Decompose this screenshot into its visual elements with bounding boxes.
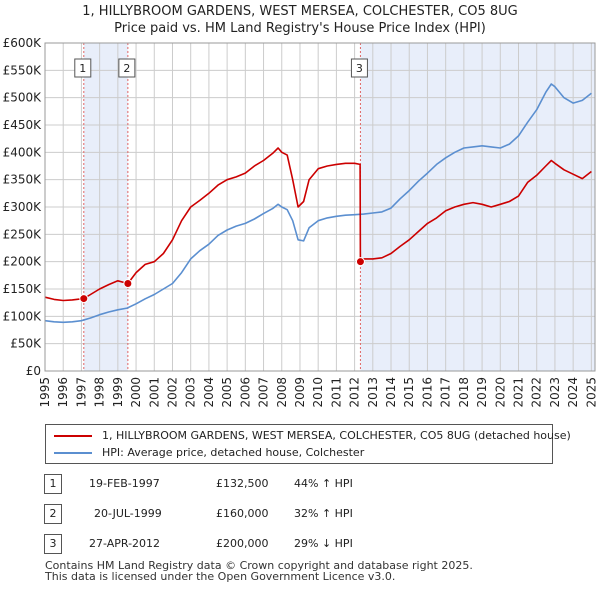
- sale-hpi-change: 29% ↓ HPI: [294, 537, 353, 550]
- y-tick-label: £300K: [3, 200, 43, 214]
- x-tick-label: 2023: [548, 377, 562, 408]
- y-tick-label: £50K: [10, 337, 42, 351]
- y-tick-label: £550K: [3, 63, 43, 77]
- sale-date: 19-FEB-1997: [89, 477, 160, 490]
- x-tick-label: 2001: [147, 377, 161, 408]
- sale-marker: 1: [74, 58, 92, 78]
- chart-title: 1, HILLYBROOM GARDENS, WEST MERSEA, COLC…: [82, 4, 518, 19]
- hpi-line: [44, 83, 592, 324]
- x-tick-label: 2002: [165, 377, 179, 408]
- sale-point: [355, 257, 365, 267]
- y-tick-label: £600K: [3, 36, 43, 50]
- property-price-line: [44, 147, 592, 302]
- x-tick-label: 2016: [420, 377, 434, 408]
- x-tick-label: 2021: [512, 377, 526, 408]
- x-tick-label: 2009: [293, 377, 307, 408]
- x-tick-label: 2003: [184, 377, 198, 408]
- x-tick-label: 1999: [111, 377, 125, 408]
- table-row: 2 20-JUL-1999 £160,000 32% ↑ HPI: [44, 504, 424, 524]
- sale-marker: 2: [118, 58, 136, 78]
- sale-hpi-change: 32% ↑ HPI: [294, 507, 353, 520]
- x-tick-label: 2019: [475, 377, 489, 408]
- x-tick-label: 2017: [439, 377, 453, 408]
- sale-price: £132,500: [216, 477, 269, 490]
- x-tick-label: 1998: [93, 377, 107, 408]
- legend: 1, HILLYBROOM GARDENS, WEST MERSEA, COLC…: [45, 424, 571, 464]
- x-tick-label: 2006: [238, 377, 252, 408]
- sale-price: £160,000: [216, 507, 269, 520]
- sale-marker-label: 2: [123, 62, 130, 75]
- table-row: 3 27-APR-2012 £200,000 29% ↓ HPI: [44, 534, 424, 554]
- sale-number-badge: 3: [44, 534, 62, 554]
- x-tick-label: 2014: [384, 377, 398, 408]
- x-tick-label: 2020: [493, 377, 507, 408]
- y-tick-label: £0: [26, 364, 41, 378]
- x-tick-label: 2018: [457, 377, 471, 408]
- y-tick-label: £400K: [3, 145, 43, 159]
- x-tick-label: 2005: [220, 377, 234, 408]
- chart-title-block: 1, HILLYBROOM GARDENS, WEST MERSEA, COLC…: [0, 3, 600, 37]
- y-tick-label: £450K: [3, 118, 43, 132]
- legend-label-property: 1, HILLYBROOM GARDENS, WEST MERSEA, COLC…: [102, 429, 571, 442]
- y-tick-label: £150K: [3, 282, 43, 296]
- sale-price: £200,000: [216, 537, 269, 550]
- x-tick-label: 2011: [329, 377, 343, 408]
- x-tick-label: 2008: [275, 377, 289, 408]
- x-tick-label: 2010: [311, 377, 325, 408]
- sale-date: 27-APR-2012: [89, 537, 161, 550]
- x-tick-label: 2024: [566, 377, 580, 408]
- legend-swatch-hpi: [54, 452, 92, 454]
- legend-label-hpi: HPI: Average price, detached house, Colc…: [102, 446, 365, 459]
- sale-number-badge: 2: [44, 504, 62, 524]
- y-tick-label: £250K: [3, 227, 43, 241]
- x-tick-label: 2000: [129, 377, 143, 408]
- x-tick-label: 2013: [366, 377, 380, 408]
- footer: Contains HM Land Registry data © Crown c…: [45, 560, 473, 582]
- y-tick-label: £350K: [3, 173, 43, 187]
- sale-marker: 3: [350, 58, 368, 78]
- x-tick-label: 2012: [348, 377, 362, 408]
- chart-subtitle: Price paid vs. HM Land Registry's House …: [114, 21, 486, 36]
- x-tick-label: 1997: [74, 377, 88, 408]
- y-tick-label: £100K: [3, 309, 43, 323]
- sale-marker-box: [350, 58, 368, 78]
- x-tick-label: 2025: [584, 377, 598, 408]
- y-tick-label: £500K: [3, 91, 43, 105]
- sale-point: [79, 294, 89, 304]
- sale-marker-box: [118, 58, 136, 78]
- price-chart: £0 £50K £100K £150K £200K £250K £300K £350K £400…: [3, 36, 599, 408]
- sale-number-badge: 1: [44, 474, 62, 494]
- y-tick-label: £200K: [3, 255, 43, 269]
- sale-date: 20-JUL-1999: [94, 507, 162, 520]
- sale-point: [123, 279, 133, 289]
- sale-marker-label: 3: [356, 62, 363, 75]
- sale-marker-box: [74, 58, 92, 78]
- footer-copyright: Contains HM Land Registry data © Crown c…: [45, 559, 473, 572]
- sale-marker-label: 1: [79, 62, 86, 75]
- x-tick-label: 1996: [56, 377, 70, 408]
- x-tick-label: 2022: [530, 377, 544, 408]
- plot-border: [44, 42, 596, 372]
- x-tick-label: 2007: [257, 377, 271, 408]
- x-tick-label: 2004: [202, 377, 216, 408]
- table-row: 1 19-FEB-1997 £132,500 44% ↑ HPI: [44, 474, 424, 494]
- sale-hpi-change: 44% ↑ HPI: [294, 477, 353, 490]
- footer-licence: This data is licensed under the Open Gov…: [45, 570, 396, 583]
- x-tick-label: 2015: [402, 377, 416, 408]
- legend-swatch-property: [54, 435, 92, 437]
- x-tick-label: 1995: [38, 377, 52, 408]
